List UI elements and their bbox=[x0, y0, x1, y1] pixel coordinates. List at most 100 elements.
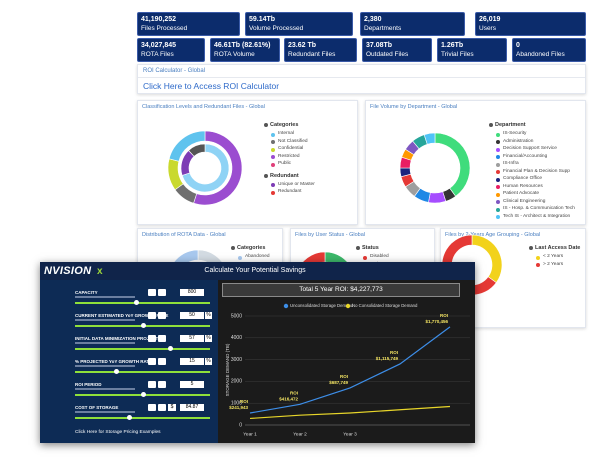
input-value[interactable]: 50 bbox=[180, 312, 204, 319]
legend-heading: Last Access Date bbox=[535, 245, 581, 251]
legend-label: Redundant bbox=[278, 189, 302, 194]
input-value[interactable]: 5 bbox=[180, 381, 204, 388]
kpi-tile: 2,380 Departments bbox=[360, 12, 465, 36]
panel-title: Classification Levels and Redundant File… bbox=[142, 104, 265, 110]
x-tick-label: Year 1 bbox=[243, 431, 257, 437]
kpi-value: 37.08Tb bbox=[366, 42, 393, 49]
input-value[interactable]: 57 bbox=[180, 335, 204, 342]
kpi-label: Redundant Files bbox=[288, 51, 336, 58]
slider-track[interactable] bbox=[75, 348, 210, 350]
kpi-value: 2,380 bbox=[364, 16, 382, 23]
slider-track[interactable] bbox=[75, 371, 210, 373]
annotation-amount: $416,472 bbox=[279, 396, 298, 401]
kpi-tile: 23.62 Tb Redundant Files bbox=[284, 38, 357, 62]
slider-knob[interactable] bbox=[167, 346, 173, 351]
kpi-label: Files Processed bbox=[141, 25, 188, 32]
kpi-label: Abandoned Files bbox=[516, 51, 565, 58]
slider-knob[interactable] bbox=[113, 369, 119, 374]
kpi-tile: 59.14Tb Volume Processed bbox=[245, 12, 353, 36]
legend-label: IS-Security bbox=[503, 131, 527, 136]
legend-swatch bbox=[536, 263, 540, 267]
legend-label: Administration bbox=[503, 138, 534, 144]
legend-swatch bbox=[496, 207, 500, 212]
legend-swatch bbox=[496, 185, 500, 189]
stepper-minus[interactable] bbox=[148, 358, 156, 365]
legend-swatch bbox=[496, 192, 500, 197]
input-label: ROI PERIOD bbox=[75, 382, 102, 387]
legend-label: Financial Plan & Decision Supp bbox=[503, 168, 570, 174]
kpi-value: 26,019 bbox=[479, 16, 501, 23]
input-label: % PROJECTED YoY GROWTH RATE bbox=[75, 359, 153, 364]
kpi-label: Departments bbox=[364, 25, 402, 32]
legend-label: Internal bbox=[278, 131, 294, 136]
y-tick-label: 3000 bbox=[231, 357, 242, 363]
input-unit: $ bbox=[168, 404, 176, 411]
legend-heading: Department bbox=[495, 122, 526, 128]
slider-knob[interactable] bbox=[127, 415, 132, 420]
logo: NVISION bbox=[44, 265, 92, 277]
legend-swatch bbox=[496, 162, 500, 167]
stepper-minus[interactable] bbox=[148, 289, 156, 296]
legend-label: Not Classified bbox=[278, 138, 308, 144]
annotation-amount: $687,749 bbox=[329, 380, 348, 385]
legend-swatch bbox=[283, 303, 289, 309]
kpi-label: ROTA Files bbox=[141, 51, 174, 58]
annotation-label: ROI bbox=[440, 313, 448, 318]
stepper-minus[interactable] bbox=[148, 404, 156, 411]
stepper-minus[interactable] bbox=[148, 335, 156, 342]
stepper-minus[interactable] bbox=[148, 381, 156, 388]
input-value[interactable]: 84.87 bbox=[180, 404, 204, 411]
slider-knob[interactable] bbox=[140, 323, 146, 328]
legend-swatch bbox=[271, 190, 275, 195]
legend-label: Tech IS - Architect & Integration bbox=[503, 213, 571, 219]
stepper-plus[interactable] bbox=[158, 312, 166, 319]
legend-swatch bbox=[496, 215, 500, 219]
slider-knob[interactable] bbox=[133, 300, 139, 305]
kpi-tile: 0 Abandoned Files bbox=[512, 38, 586, 62]
slider-knob[interactable] bbox=[140, 392, 146, 397]
stepper-plus[interactable] bbox=[158, 335, 166, 342]
legend-heading: Redundant bbox=[270, 172, 299, 179]
legend-swatch bbox=[271, 140, 275, 144]
legend-heading: Categories bbox=[237, 245, 266, 251]
donut-segment bbox=[423, 132, 436, 145]
input-value[interactable]: 15 bbox=[180, 358, 204, 365]
annotation-amount: $1,770,456 bbox=[425, 319, 448, 324]
kpi-value: 23.62 Tb bbox=[288, 42, 317, 49]
stepper-minus[interactable] bbox=[148, 312, 156, 319]
legend-heading-icon bbox=[264, 173, 268, 178]
roi-link[interactable]: Click Here to Access ROI Calculator bbox=[143, 81, 280, 91]
legend-label: Disabled bbox=[370, 254, 389, 259]
x-tick-label: Year 3 bbox=[343, 431, 357, 437]
input-unit: % bbox=[205, 312, 212, 319]
legend-swatch bbox=[496, 140, 500, 144]
kpi-label: ROTA Volume bbox=[214, 51, 255, 58]
legend-heading-icon bbox=[489, 123, 493, 127]
roi-total: Total 5 Year ROI: $4,227,773 bbox=[222, 283, 460, 297]
legend-heading: Categories bbox=[270, 122, 299, 128]
stepper-plus[interactable] bbox=[158, 381, 166, 388]
legend-swatch bbox=[271, 183, 275, 187]
stepper-plus[interactable] bbox=[158, 404, 166, 411]
input-label: COST OF STORAGE bbox=[75, 405, 119, 410]
donut-segment bbox=[188, 143, 206, 157]
pricing-link[interactable]: Click Here for Storage Pricing Examples bbox=[75, 430, 161, 435]
legend-label: Public bbox=[278, 161, 292, 166]
stepper-plus[interactable] bbox=[158, 289, 166, 296]
input-value[interactable]: 800 bbox=[180, 289, 204, 296]
kpi-value: 34,027,845 bbox=[141, 42, 177, 49]
legend-label: < 2 Years bbox=[543, 254, 564, 259]
legend-label: Compliance Office bbox=[503, 176, 543, 181]
slider-track[interactable] bbox=[75, 417, 210, 419]
annotation-label: ROI bbox=[390, 350, 398, 355]
kpi-label: Trivial Files bbox=[441, 51, 474, 58]
legend-swatch bbox=[496, 147, 500, 152]
legend-label: Decision Support Service bbox=[503, 146, 557, 151]
input-label: CURRENT ESTIMATED YoY GROWTH RATE bbox=[75, 313, 169, 318]
stepper-plus[interactable] bbox=[158, 358, 166, 365]
kpi-label: Volume Processed bbox=[249, 25, 304, 32]
slider-track[interactable] bbox=[75, 302, 210, 304]
annotation-amount: $1,115,749 bbox=[376, 356, 399, 361]
